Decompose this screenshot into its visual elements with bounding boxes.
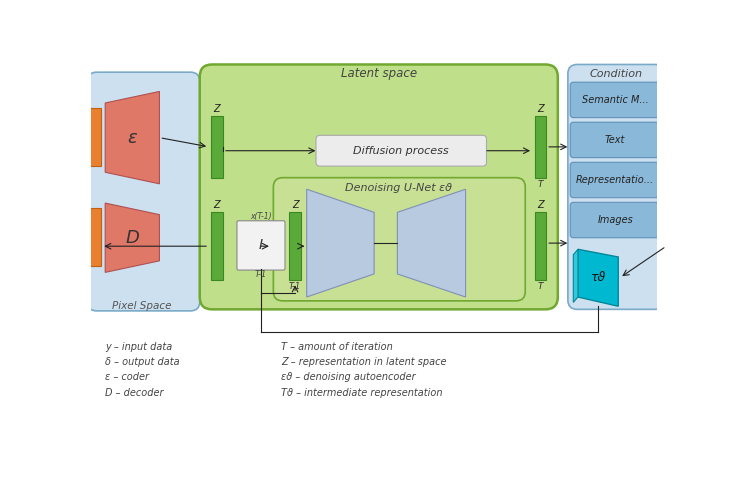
Text: Z: Z (292, 200, 299, 210)
Text: Latent space: Latent space (341, 67, 417, 80)
Text: Denoising U-Net εϑ: Denoising U-Net εϑ (345, 183, 453, 192)
Bar (534, 212, 546, 280)
Text: ε: ε (128, 129, 137, 147)
Polygon shape (397, 189, 466, 297)
Text: x(T-1): x(T-1) (250, 212, 272, 221)
Text: εϑ – denoising autoencoder: εϑ – denoising autoencoder (281, 372, 416, 382)
Text: Diffusion process: Diffusion process (353, 146, 449, 156)
Bar (212, 212, 223, 280)
Polygon shape (307, 189, 374, 297)
Polygon shape (573, 249, 578, 302)
Text: Z: Z (537, 200, 544, 210)
FancyBboxPatch shape (570, 162, 660, 198)
Text: Pixel Space: Pixel Space (112, 301, 172, 311)
Text: Tϑ – intermediate representation: Tϑ – intermediate representation (281, 388, 442, 398)
Text: Z: Z (537, 104, 544, 114)
Text: Text: Text (605, 135, 626, 145)
Text: T-1: T-1 (255, 270, 267, 279)
Text: T: T (538, 180, 544, 189)
Text: ε – coder: ε – coder (105, 372, 149, 382)
Bar (534, 116, 546, 178)
FancyBboxPatch shape (273, 178, 526, 301)
Bar (289, 212, 301, 280)
FancyBboxPatch shape (570, 202, 660, 238)
Text: ẟ – output data: ẟ – output data (105, 357, 180, 367)
Text: Z: Z (213, 104, 220, 114)
Polygon shape (105, 203, 159, 272)
Text: D – decoder: D – decoder (105, 388, 164, 398)
FancyBboxPatch shape (88, 72, 200, 311)
FancyBboxPatch shape (316, 135, 486, 166)
Text: Representatio...: Representatio... (576, 175, 654, 185)
FancyBboxPatch shape (570, 82, 660, 118)
Text: T: T (538, 282, 544, 292)
Text: Z – representation in latent space: Z – representation in latent space (281, 357, 447, 367)
Polygon shape (105, 91, 159, 184)
Text: T – amount of iteration: T – amount of iteration (281, 342, 393, 352)
FancyBboxPatch shape (237, 221, 285, 270)
Text: τϑ: τϑ (591, 271, 606, 284)
Text: Images: Images (597, 215, 633, 225)
Bar (88, 108, 101, 166)
Bar (88, 208, 101, 266)
FancyBboxPatch shape (568, 65, 665, 310)
Text: Semantic M...: Semantic M... (582, 95, 648, 105)
Text: T-1: T-1 (289, 282, 301, 292)
FancyBboxPatch shape (200, 65, 558, 310)
Bar (212, 116, 223, 178)
Polygon shape (578, 249, 618, 306)
Text: Z: Z (213, 200, 220, 210)
FancyBboxPatch shape (570, 122, 660, 157)
Text: y – input data: y – input data (105, 342, 172, 352)
Text: I: I (259, 239, 263, 252)
Text: D: D (126, 229, 139, 247)
Text: Condition: Condition (589, 69, 642, 79)
